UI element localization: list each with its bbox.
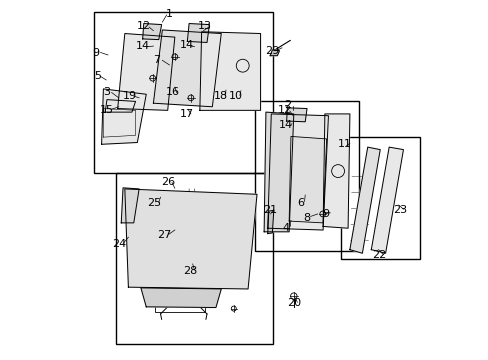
Polygon shape bbox=[141, 288, 221, 307]
Polygon shape bbox=[102, 89, 146, 144]
Polygon shape bbox=[286, 108, 306, 122]
Polygon shape bbox=[187, 23, 209, 42]
Text: 8: 8 bbox=[303, 212, 310, 222]
Text: 6: 6 bbox=[297, 198, 304, 208]
Text: 19: 19 bbox=[122, 91, 136, 101]
Text: 14: 14 bbox=[135, 41, 149, 51]
Bar bbox=[116, 173, 272, 344]
Text: 12: 12 bbox=[277, 105, 291, 115]
Polygon shape bbox=[153, 30, 221, 107]
Polygon shape bbox=[142, 23, 162, 40]
Text: 24: 24 bbox=[111, 239, 125, 249]
Text: 10: 10 bbox=[229, 91, 243, 101]
Polygon shape bbox=[288, 136, 326, 223]
Polygon shape bbox=[121, 188, 139, 223]
Bar bbox=[286, 123, 296, 128]
Polygon shape bbox=[124, 189, 257, 289]
Text: 27: 27 bbox=[157, 230, 171, 240]
Polygon shape bbox=[349, 147, 380, 253]
Polygon shape bbox=[105, 100, 135, 112]
Text: 14: 14 bbox=[278, 120, 292, 130]
Bar bbox=[155, 306, 205, 312]
Polygon shape bbox=[267, 114, 328, 230]
Text: 4: 4 bbox=[282, 223, 288, 233]
Bar bbox=[255, 102, 358, 251]
Text: 12: 12 bbox=[137, 21, 150, 31]
Polygon shape bbox=[264, 112, 293, 232]
Text: 17: 17 bbox=[179, 109, 193, 119]
Text: 29: 29 bbox=[264, 46, 279, 56]
Text: 7: 7 bbox=[153, 55, 160, 65]
Polygon shape bbox=[270, 50, 279, 56]
Text: 14: 14 bbox=[179, 40, 193, 50]
Text: 21: 21 bbox=[263, 205, 277, 215]
Text: 18: 18 bbox=[214, 91, 228, 101]
Text: 5: 5 bbox=[94, 71, 101, 81]
Text: 16: 16 bbox=[165, 87, 179, 98]
Text: 9: 9 bbox=[93, 48, 100, 58]
Polygon shape bbox=[323, 114, 349, 228]
Text: 28: 28 bbox=[183, 266, 197, 276]
Text: 20: 20 bbox=[286, 298, 300, 308]
Bar bbox=[190, 44, 200, 49]
Text: 26: 26 bbox=[160, 177, 174, 187]
Text: 1: 1 bbox=[165, 9, 173, 19]
Text: 11: 11 bbox=[338, 139, 351, 149]
Text: 15: 15 bbox=[100, 105, 113, 115]
Bar bbox=[149, 44, 159, 49]
Text: 9: 9 bbox=[322, 209, 329, 219]
Text: 13: 13 bbox=[197, 21, 211, 31]
Bar bbox=[94, 12, 272, 173]
Polygon shape bbox=[118, 33, 175, 111]
Polygon shape bbox=[267, 210, 273, 234]
Bar bbox=[340, 137, 419, 258]
Text: 3: 3 bbox=[103, 87, 110, 98]
Text: 22: 22 bbox=[372, 250, 386, 260]
Text: 25: 25 bbox=[147, 198, 161, 208]
Text: 2: 2 bbox=[283, 100, 290, 110]
Polygon shape bbox=[200, 32, 260, 111]
Polygon shape bbox=[370, 147, 403, 253]
Text: 23: 23 bbox=[392, 205, 406, 215]
